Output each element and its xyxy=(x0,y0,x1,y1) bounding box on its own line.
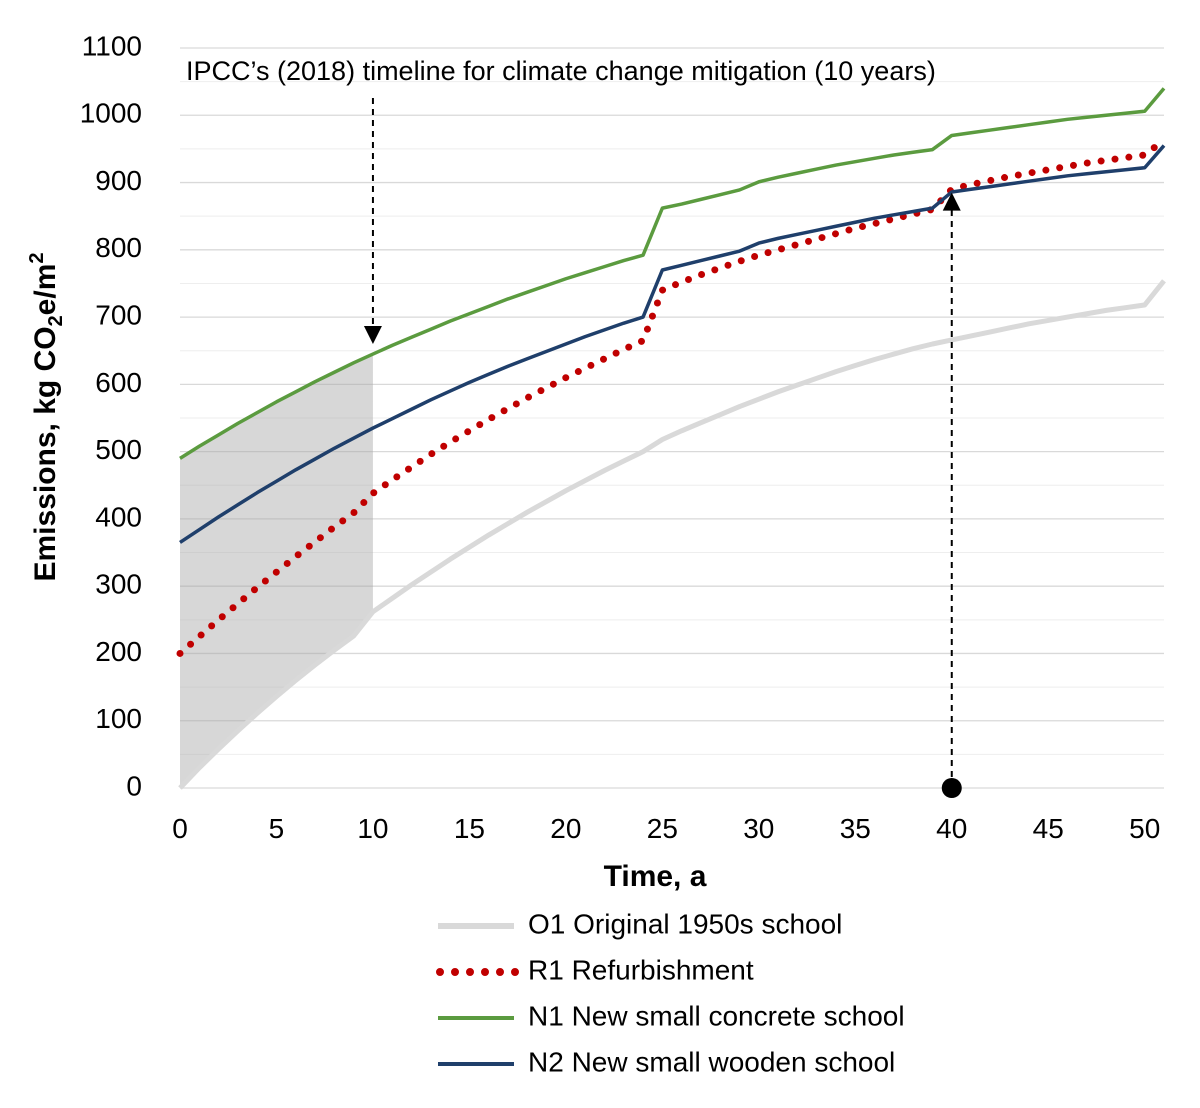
x-tick-50: 50 xyxy=(1129,813,1160,844)
y-tick-800: 800 xyxy=(95,232,142,263)
year40-arrow-head xyxy=(942,192,961,211)
y-tick-labels: 0 100 200 300 400 500 600 700 800 900 1000 1100 xyxy=(80,30,142,801)
x-tick-35: 35 xyxy=(840,813,871,844)
x-tick-labels: 0 5 10 15 20 25 30 35 40 45 50 xyxy=(172,813,1160,844)
ipcc-arrow-head xyxy=(363,326,382,344)
y-axis-title-main: Emissions, kg CO xyxy=(29,326,62,581)
y-axis-title-sub: 2 xyxy=(45,315,67,326)
y-tick-700: 700 xyxy=(95,299,142,330)
series-layer xyxy=(176,87,1168,790)
series-line-1 xyxy=(176,136,1168,657)
annotations-layer: IPCC’s (2018) timeline for climate chang… xyxy=(186,56,962,798)
x-tick-0: 0 xyxy=(172,813,188,844)
ipcc-annotation: IPCC’s (2018) timeline for climate chang… xyxy=(186,56,936,86)
y-tick-400: 400 xyxy=(95,501,142,532)
y-tick-300: 300 xyxy=(95,569,142,600)
legend: O1 Original 1950s school R1 Refurbishment… xyxy=(436,908,905,1077)
x-tick-45: 45 xyxy=(1033,813,1064,844)
x-tick-25: 25 xyxy=(647,813,678,844)
y-tick-500: 500 xyxy=(95,434,142,465)
y-axis-title-sup: 2 xyxy=(26,252,48,263)
y-axis-title-tail: e/m xyxy=(29,264,62,316)
legend-label-1: R1 Refurbishment xyxy=(528,954,754,985)
y-tick-1100: 1100 xyxy=(82,30,142,61)
series-line-2 xyxy=(179,87,1166,460)
series-line-0 xyxy=(178,279,1166,790)
x-tick-20: 20 xyxy=(550,813,581,844)
x-tick-15: 15 xyxy=(454,813,485,844)
y-tick-600: 600 xyxy=(95,367,142,398)
legend-label-0: O1 Original 1950s school xyxy=(528,908,842,939)
y-axis-title: Emissions, kg CO2e/m2 xyxy=(26,252,67,581)
y-tick-100: 100 xyxy=(95,703,142,734)
gridlines xyxy=(180,47,1164,789)
series-line-3 xyxy=(179,144,1166,544)
y-tick-1000: 1000 xyxy=(80,98,142,129)
y-tick-0: 0 xyxy=(126,770,142,801)
x-tick-5: 5 xyxy=(269,813,285,844)
x-tick-10: 10 xyxy=(357,813,388,844)
legend-label-3: N2 New small wooden school xyxy=(528,1046,895,1077)
x-tick-40: 40 xyxy=(936,813,967,844)
x-tick-30: 30 xyxy=(743,813,774,844)
year40-dot xyxy=(941,778,962,798)
y-tick-900: 900 xyxy=(95,165,142,196)
y-tick-200: 200 xyxy=(95,636,142,667)
legend-label-2: N1 New small concrete school xyxy=(528,1000,905,1031)
x-axis-title: Time, a xyxy=(604,860,707,893)
